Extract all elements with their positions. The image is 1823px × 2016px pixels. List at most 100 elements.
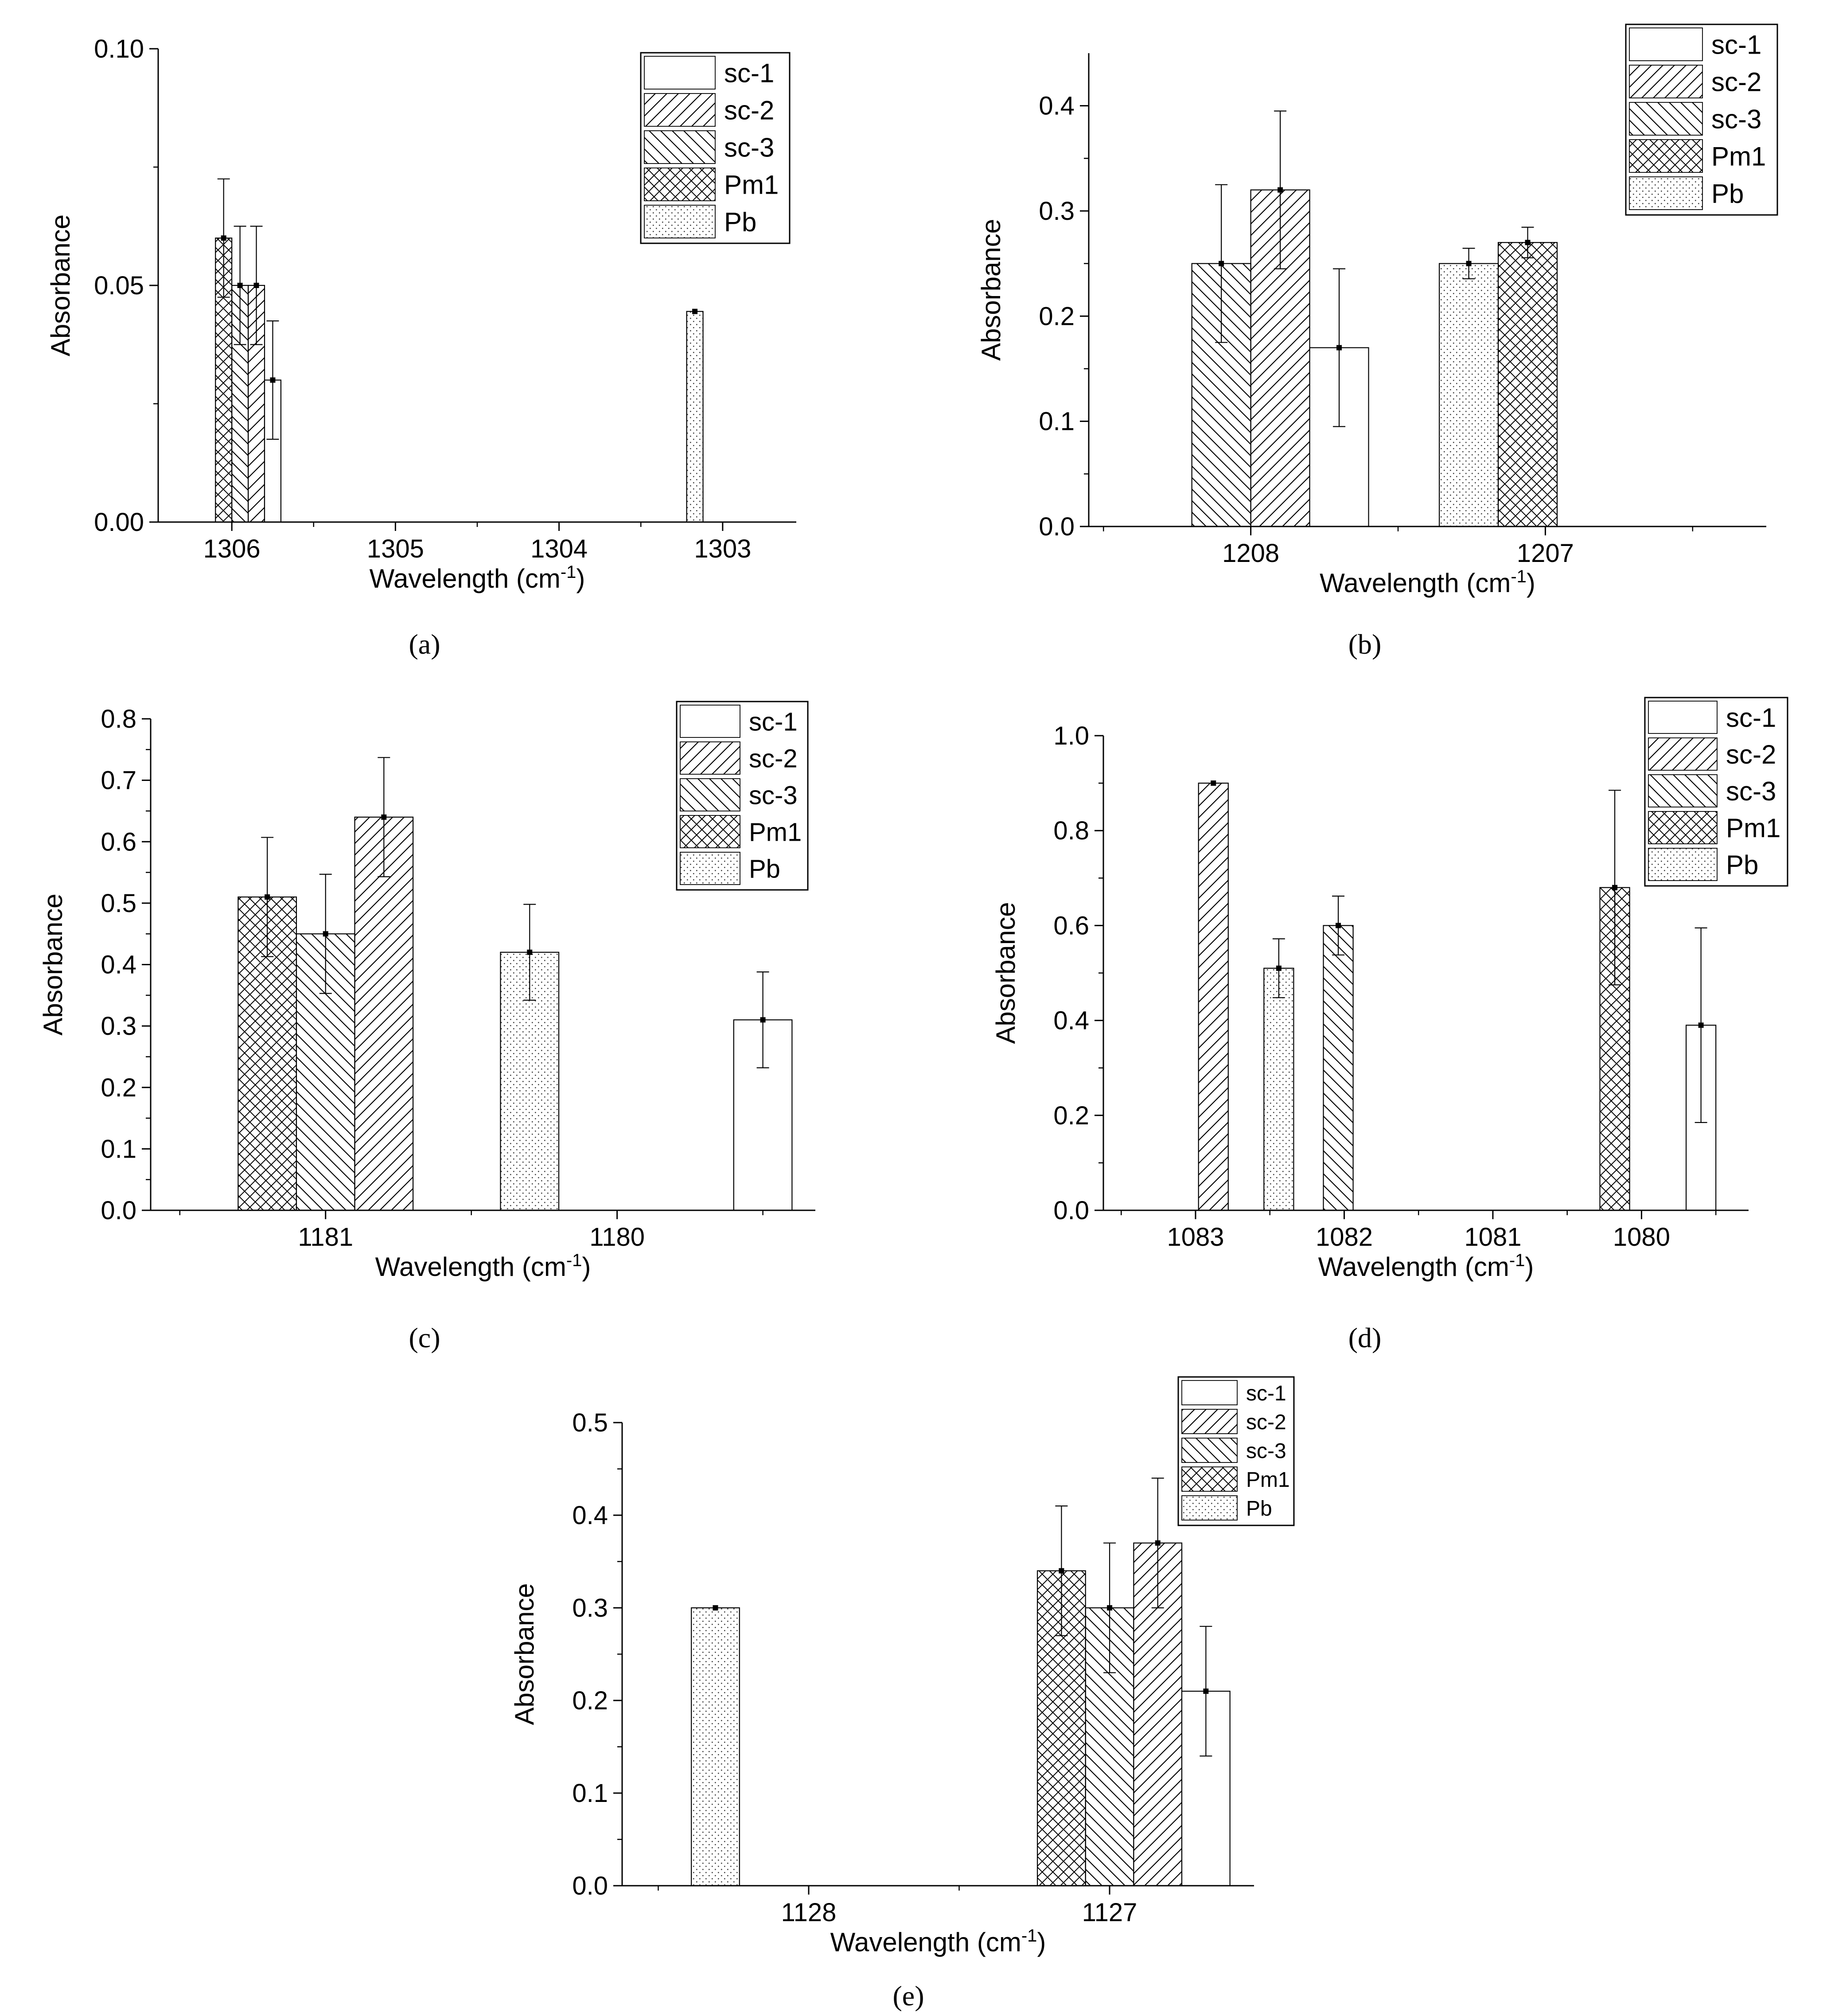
x-axis-title: Wavelength (cm-1) [375,1251,591,1282]
mean-marker [1059,1568,1064,1574]
bar-pm1 [1497,242,1558,527]
x-tick-label: 1207 [1517,539,1574,568]
chart-panel-e: 0.0 0.1 0.2 0.3 0.4 0.5 1128 1127 Wavelength (cm… [510,1376,1295,1957]
legend-label-sc-2: sc-2 [724,96,774,125]
x-tick-label: 1082 [1316,1223,1373,1252]
legend-label-pb: Pb [749,854,780,883]
legend-swatch-sc-2 [644,93,716,127]
legend-label-sc-3: sc-3 [1711,105,1761,134]
legend-swatch-sc-2 [1181,1409,1238,1434]
y-tick-label: 0.5 [101,889,136,918]
legend-label-pm1: Pm1 [1711,142,1766,172]
mean-marker [760,1017,766,1023]
mean-marker [1203,1688,1209,1694]
legend: sc-1 sc-2 sc-3 Pm1 Pb [640,52,791,244]
y-axis-title: Absorbance [510,1583,539,1725]
bar-pb [1263,967,1294,1211]
legend-swatch-sc-3 [1629,102,1703,136]
y-tick-label: 0.00 [94,508,144,537]
x-tick-label: 1080 [1613,1223,1670,1252]
bar-pb [1438,263,1499,527]
y-tick-label: 0.8 [1053,816,1089,845]
y-tick-label: 0.7 [101,766,136,795]
caption-c: (c) [409,1322,440,1353]
mean-marker [265,894,270,900]
mean-marker [1525,240,1531,246]
bars [238,757,793,1211]
legend-label-sc-2: sc-2 [749,744,798,773]
chart-panel-a: 0.00 0.05 0.10 1306 1305 1304 1303 Wavelength (… [46,35,796,593]
legend-label-pm1: Pm1 [1246,1468,1290,1492]
mean-marker [1107,1605,1113,1610]
legend-swatch-sc-2 [680,741,740,775]
bars [1198,780,1717,1211]
mean-marker [1211,780,1216,786]
x-axis-title: Wavelength (cm-1) [830,1926,1046,1957]
legend-swatch-sc-3 [644,130,716,164]
chart-panel-d: 0.0 0.2 0.4 0.6 0.8 1.0 1083 1082 1081 1080 Wavele… [991,697,1788,1282]
legend-swatch-sc-1 [1648,701,1718,734]
y-tick-label: 0.2 [572,1686,608,1715]
legend-swatch-pb [1181,1495,1238,1521]
y-axis-title: Absorbance [991,902,1021,1044]
caption-b: (b) [1348,628,1382,660]
legend-swatch-pb [644,205,716,238]
mean-marker [1276,965,1282,971]
x-tick-label: 1083 [1167,1223,1224,1252]
y-tick-label: 0.0 [1053,1196,1089,1225]
caption-e: (e) [892,1980,924,2012]
bar-pb [691,1607,740,1887]
x-tick-label: 1304 [530,534,588,563]
y-tick-label: 0.1 [1039,407,1075,436]
y-axis-title: Absorbance [38,893,68,1035]
legend-swatch-sc-2 [1648,737,1718,771]
legend-swatch-pb [1648,848,1718,881]
mean-marker [323,931,328,937]
legend: sc-1 sc-2 sc-3 Pm1 Pb [1625,23,1778,216]
mean-marker [527,949,533,955]
legend-swatch-sc-1 [680,705,740,738]
legend-swatch-sc-3 [680,778,740,811]
y-axis-title: Absorbance [976,219,1006,361]
legend-label-pb: Pb [1711,179,1744,209]
mean-marker [1336,345,1342,351]
legend-swatch-sc-1 [1629,27,1703,61]
legend-swatch-pm1 [1629,139,1703,173]
legend: sc-1 sc-2 sc-3 Pm1 Pb [1177,1376,1295,1526]
y-tick-label: 0.3 [1039,197,1075,226]
legend-label-pm1: Pm1 [749,818,802,846]
mean-marker [270,377,276,383]
x-tick-label: 1081 [1464,1223,1521,1252]
mean-marker [221,235,226,241]
legend-label-pb: Pb [1726,850,1758,880]
x-axis-title: Wavelength (cm-1) [1320,567,1535,598]
legend-swatch-sc-1 [644,56,716,90]
legend-swatch-sc-3 [1181,1438,1238,1463]
legend-label-sc-3: sc-3 [749,781,798,810]
legend-label-sc-3: sc-3 [1726,776,1776,806]
legend-swatch-sc-1 [1181,1380,1238,1405]
y-tick-label: 0.6 [1053,911,1089,940]
legend-label-sc-1: sc-1 [1246,1382,1286,1405]
legend-label-sc-2: sc-2 [1246,1411,1286,1434]
legend-label-pb: Pb [724,207,756,237]
bar-sc-3 [1323,925,1354,1211]
y-tick-label: 0.8 [101,705,136,733]
x-tick-label: 1181 [298,1223,353,1252]
caption-a: (a) [409,628,440,660]
caption-d: (d) [1348,1322,1382,1353]
legend-label-sc-1: sc-1 [1711,30,1761,60]
mean-marker [237,283,243,288]
x-tick-label: 1303 [694,534,751,563]
y-tick-label: 0.3 [572,1594,608,1622]
legend-swatch-pm1 [1648,811,1718,844]
legend-label-sc-1: sc-1 [1726,703,1776,733]
x-tick-label: 1127 [1082,1898,1137,1927]
y-tick-label: 0.0 [1039,512,1075,541]
y-tick-label: 0.2 [101,1073,136,1102]
x-tick-label: 1208 [1222,539,1279,568]
mean-marker [253,283,259,288]
bars [215,178,704,523]
legend-swatch-sc-3 [1648,774,1718,807]
y-tick-label: 0.05 [94,271,144,300]
